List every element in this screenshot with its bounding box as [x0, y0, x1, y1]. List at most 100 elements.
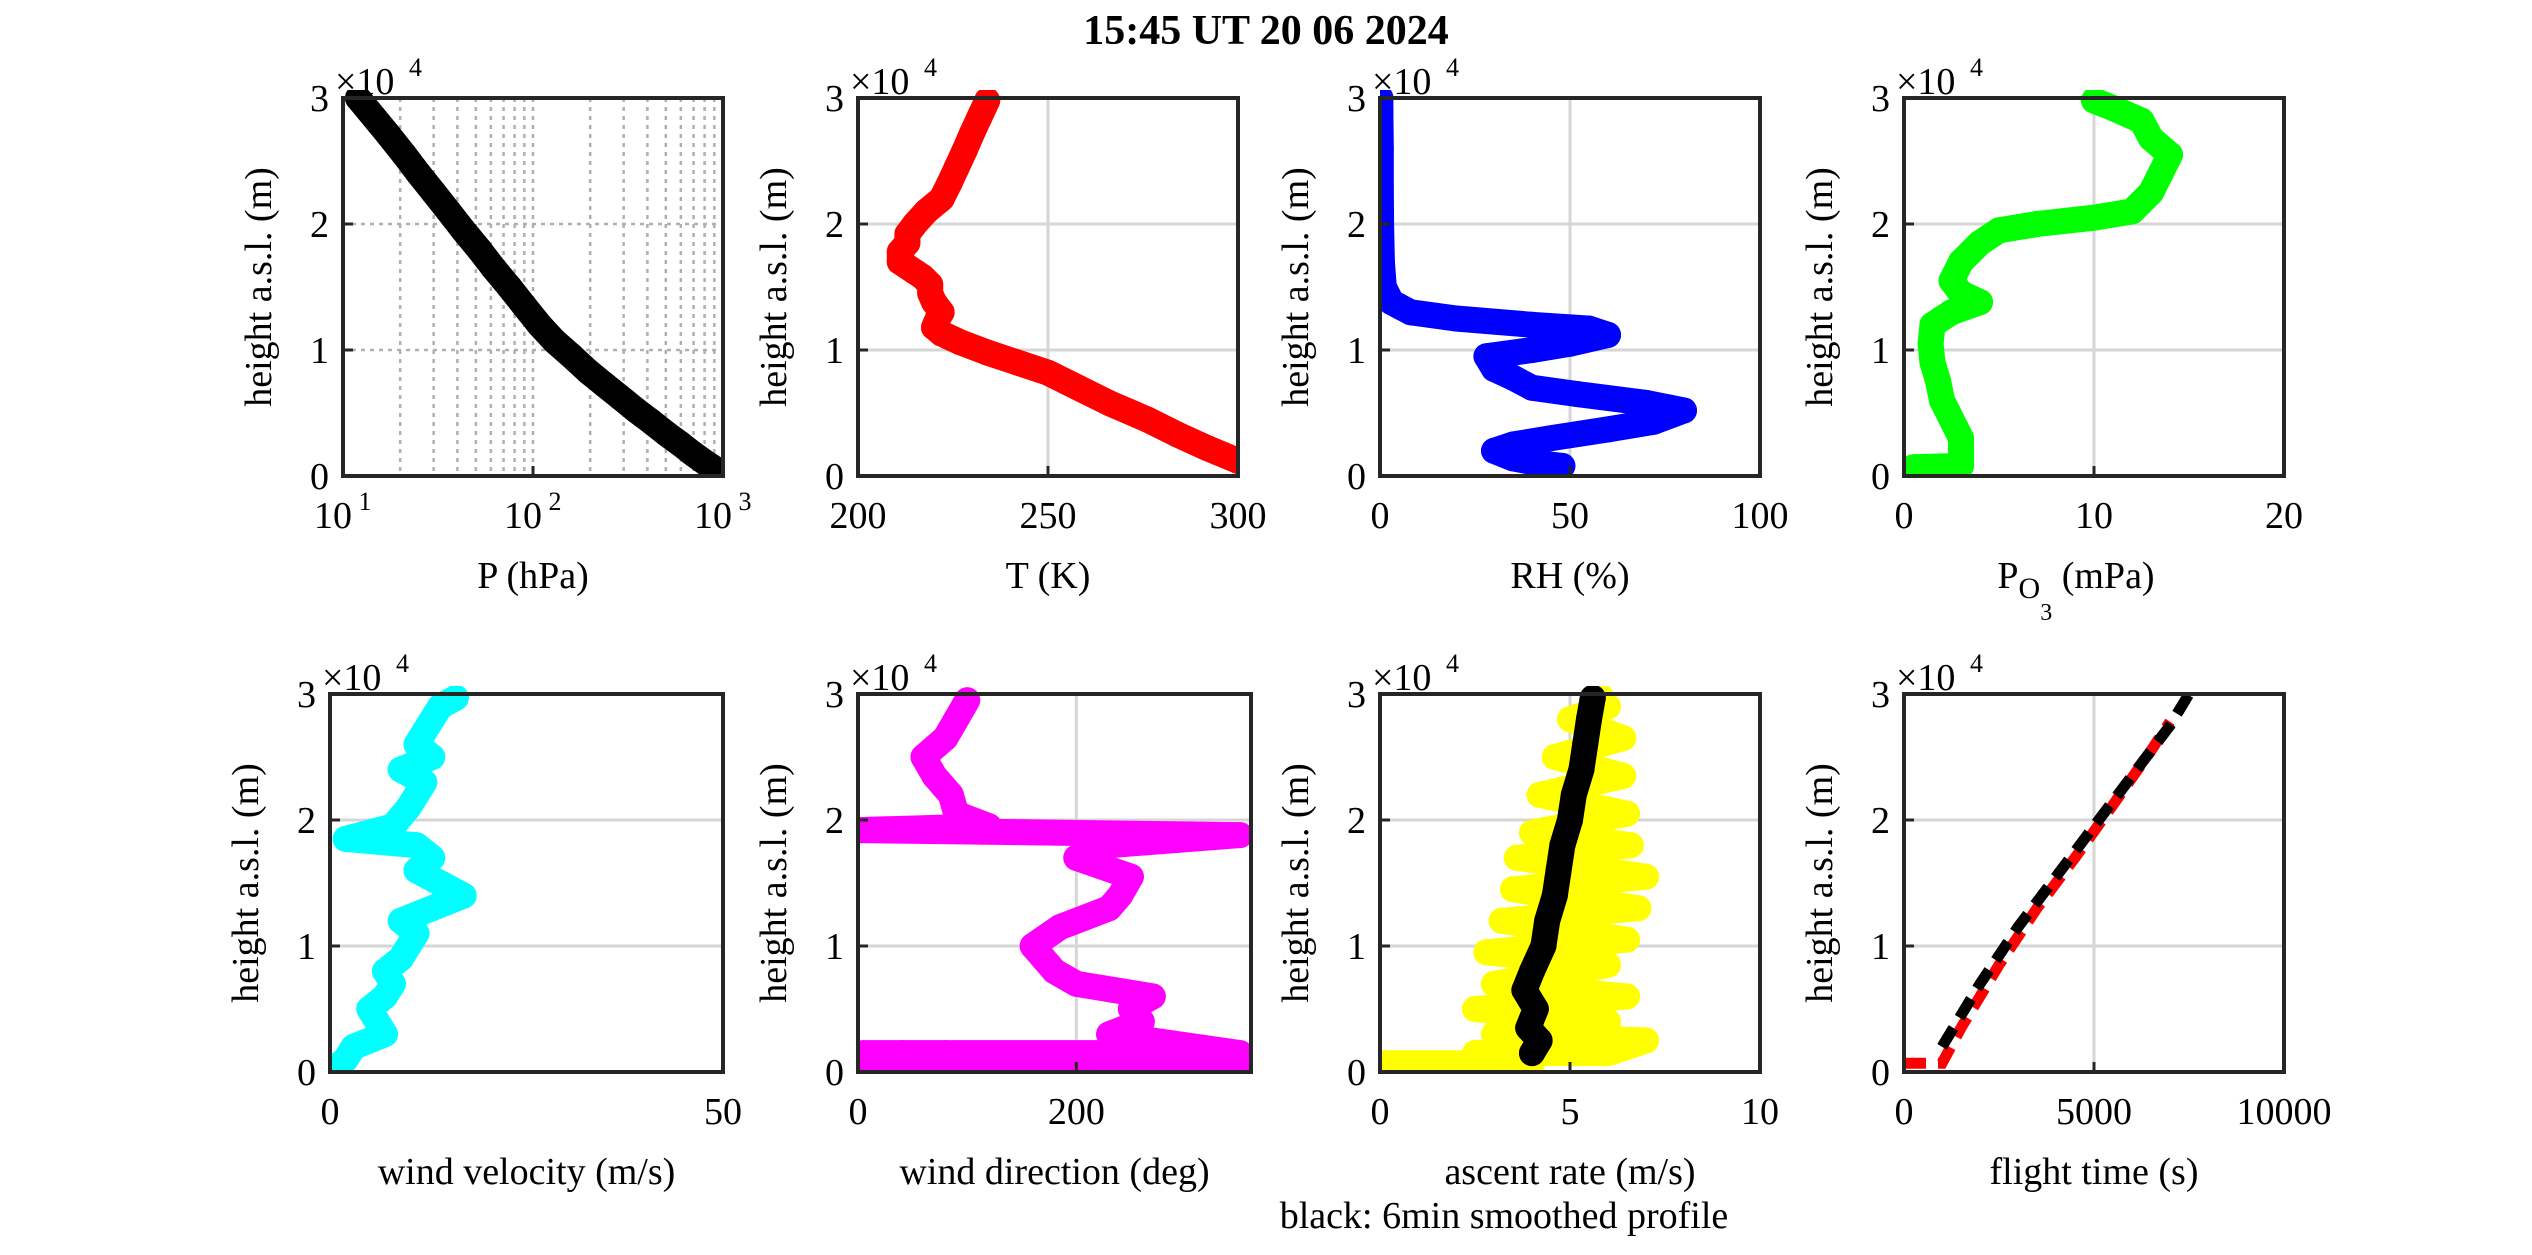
data-point: [1530, 933, 1557, 959]
data-point: [1614, 800, 1640, 827]
plot-area: [1904, 90, 2183, 476]
data-point: [1380, 274, 1397, 300]
y-tick-label: 1: [825, 330, 844, 372]
series-1: [1380, 90, 1697, 476]
data-point: [466, 236, 492, 263]
data-point: [541, 328, 568, 355]
data-point: [710, 460, 723, 476]
x-tick-label: 20: [2265, 495, 2303, 537]
data-point: [511, 292, 538, 319]
data-point: [1063, 970, 1090, 997]
data-point: [937, 781, 964, 808]
x-tick-label: 50: [704, 1091, 742, 1133]
y-axis-exponent-power: 4: [1446, 53, 1459, 82]
subplot-5: 0 50 0 1 2 3 ×10 4 height a.s.l. (m) wind velocit…: [225, 649, 742, 1193]
data-point: [411, 769, 438, 796]
data-point: [1519, 374, 1545, 401]
data-point: [405, 160, 432, 187]
plot-area: [330, 686, 477, 1072]
data-point: [974, 339, 1001, 366]
y-axis-exponent-power: 4: [1970, 649, 1983, 678]
y-axis-exponent: ×10: [1372, 61, 1431, 103]
y-tick-label: 2: [1347, 204, 1366, 246]
data-point: [858, 817, 871, 844]
x-tick-label-exponent: 3: [739, 487, 752, 516]
data-point: [1917, 330, 1944, 357]
series-trace: [886, 90, 1238, 474]
data-point: [1557, 330, 1583, 357]
axes-box: [856, 692, 1253, 1074]
y-tick-label: 0: [1871, 456, 1890, 498]
y-tick-label: 0: [825, 456, 844, 498]
y-tick-label: 2: [825, 800, 844, 842]
data-point: [921, 762, 948, 789]
axes-box: [328, 692, 725, 1074]
y-axis-exponent-power: 4: [1970, 53, 1983, 82]
data-point: [427, 870, 453, 896]
y-axis-exponent-power: 4: [396, 649, 409, 678]
y-tick-label: 3: [1347, 674, 1366, 716]
data-point: [1595, 1040, 1621, 1067]
data-point: [1557, 807, 1583, 833]
data-point: [1614, 983, 1640, 1010]
data-point: [420, 179, 447, 206]
data-point: [1919, 349, 1946, 376]
x-tick-label: 10000: [2237, 1091, 2332, 1133]
data-point: [332, 825, 359, 852]
data-point: [1096, 832, 1123, 859]
y-axis-exponent: ×10: [335, 61, 394, 103]
data-point: [1948, 444, 1974, 471]
data-point: [1614, 926, 1640, 953]
y-tick-label: 1: [1871, 330, 1890, 372]
data-point: [1063, 844, 1090, 871]
y-tick-label: 2: [1871, 800, 1890, 842]
x-axis-label: RH (%): [1510, 555, 1629, 597]
data-point: [2081, 204, 2107, 231]
y-axis-label: height a.s.l. (m): [238, 167, 280, 407]
data-point: [1595, 416, 1621, 443]
data-point: [1107, 882, 1133, 909]
x-tick-label: 10: [504, 495, 542, 537]
y-tick-label: 2: [1871, 204, 1890, 246]
data-point: [1117, 1040, 1144, 1067]
data-point: [1503, 844, 1530, 871]
y-tick-label: 3: [825, 78, 844, 120]
data-point: [2128, 107, 2155, 134]
data-point: [1633, 389, 1659, 416]
data-point: [1380, 173, 1394, 200]
x-tick-label: 10: [1741, 1091, 1779, 1133]
data-point: [1139, 983, 1166, 1010]
data-point: [1500, 431, 1526, 458]
data-point: [1519, 958, 1545, 985]
y-axis-exponent-power: 4: [409, 53, 422, 82]
data-point: [1164, 421, 1191, 448]
x-tick-label: 50: [1551, 495, 1589, 537]
y-axis-exponent-power: 4: [924, 53, 937, 82]
data-point: [419, 895, 446, 922]
data-point: [1462, 996, 1488, 1022]
data-point: [1462, 1040, 1488, 1067]
data-point: [496, 274, 523, 300]
subplot-7: 0 5 10 0 1 2 3 ×10 4 height a.s.l. (m) ascent rate…: [1275, 649, 1779, 1193]
x-tick-label-exponent: 2: [549, 487, 562, 516]
y-tick-label: 3: [1871, 674, 1890, 716]
y-axis-exponent: ×10: [850, 657, 909, 699]
series-1: [858, 687, 1251, 1072]
data-point: [1576, 706, 1602, 733]
plot-area: [1380, 686, 1659, 1072]
data-point: [2024, 211, 2050, 237]
data-point: [450, 217, 477, 244]
x-tick-label: 250: [1020, 495, 1077, 537]
data-point: [395, 794, 422, 821]
data-point: [526, 311, 553, 338]
data-point: [376, 122, 403, 149]
y-axis-exponent-power: 4: [924, 649, 937, 678]
data-point: [1473, 343, 1500, 370]
data-point: [1568, 756, 1595, 783]
data-point: [1380, 90, 1394, 111]
data-point: [1572, 731, 1599, 758]
data-point: [1967, 229, 1993, 256]
